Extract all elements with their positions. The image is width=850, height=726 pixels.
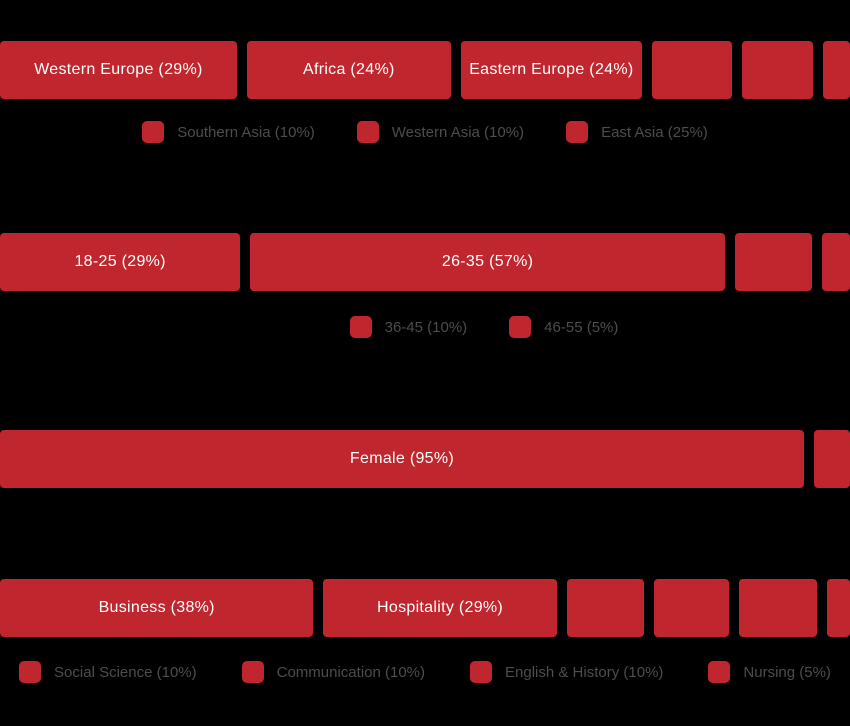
bar-segment: 26-35 (57%) (250, 233, 725, 291)
bar-segment (823, 41, 850, 99)
bar-segment-label: Female (95%) (349, 450, 454, 467)
legend-label: Southern Asia (10%) (177, 123, 315, 141)
region-bar: Western Europe (29%) Africa (24%) Easter… (0, 41, 850, 99)
gender-chart: Female (95%) (0, 430, 850, 488)
bar-segment-label: 18-25 (29%) (74, 253, 166, 270)
age-chart: 18-25 (29%) 26-35 (57%) 36-45 (10%) 46-5… (0, 233, 850, 338)
bar-segment-label: Business (38%) (98, 599, 215, 616)
legend-label: Communication (10%) (276, 663, 426, 681)
bar-segment (651, 41, 732, 99)
legend-label: 46-55 (5%) (544, 318, 619, 336)
bar-segment: Eastern Europe (24%) (460, 41, 642, 99)
bar-segment (821, 233, 850, 291)
legend-item: Southern Asia (10%) (142, 121, 315, 143)
legend-item: English & History (10%) (470, 661, 663, 683)
legend-swatch-icon (19, 661, 42, 683)
bar-segment (566, 579, 644, 637)
legend-item: Nursing (5%) (708, 661, 831, 683)
major-chart: Business (38%) Hospitality (29%) Social … (0, 579, 850, 683)
bar-segment-label: Hospitality (29%) (377, 599, 504, 616)
bar-segment: Western Europe (29%) (0, 41, 237, 99)
legend-item: 46-55 (5%) (509, 316, 618, 338)
age-legend: 36-45 (10%) 46-55 (5%) (59, 316, 850, 338)
legend-item: Social Science (10%) (19, 661, 197, 683)
legend-swatch-icon (241, 661, 264, 683)
legend-label: English & History (10%) (505, 663, 664, 681)
gender-bar: Female (95%) (0, 430, 850, 488)
legend-item: 36-45 (10%) (349, 316, 468, 338)
region-chart: Western Europe (29%) Africa (24%) Easter… (0, 41, 850, 143)
bar-segment-label: 26-35 (57%) (441, 253, 534, 270)
age-bar: 18-25 (29%) 26-35 (57%) (0, 233, 850, 291)
legend-swatch-icon (470, 661, 493, 683)
bar-segment: 18-25 (29%) (0, 233, 241, 291)
bar-segment (826, 579, 850, 637)
legend-swatch-icon (509, 316, 532, 338)
bar-segment (734, 233, 812, 291)
major-bar: Business (38%) Hospitality (29%) (0, 579, 850, 637)
bar-segment (653, 579, 729, 637)
bar-segment (813, 430, 850, 488)
legend-swatch-icon (142, 121, 165, 143)
legend-label: East Asia (25%) (601, 123, 708, 141)
legend-swatch-icon (349, 316, 372, 338)
legend-item: Communication (10%) (241, 661, 426, 683)
bar-segment-label: Eastern Europe (24%) (469, 61, 634, 78)
bar-segment (738, 579, 817, 637)
bar-segment: Female (95%) (0, 430, 804, 488)
bar-segment: Business (38%) (0, 579, 314, 637)
major-legend: Social Science (10%) Communication (10%)… (0, 661, 850, 683)
bar-segment: Africa (24%) (246, 41, 451, 99)
region-legend: Southern Asia (10%) Western Asia (10%) E… (0, 121, 850, 143)
survey-charts: Western Europe (29%) Africa (24%) Easter… (0, 41, 850, 683)
bar-segment (741, 41, 814, 99)
bar-segment-label: Africa (24%) (302, 61, 395, 78)
legend-swatch-icon (356, 121, 379, 143)
legend-label: Social Science (10%) (54, 663, 197, 681)
legend-item: Western Asia (10%) (356, 121, 525, 143)
legend-item: East Asia (25%) (566, 121, 708, 143)
legend-swatch-icon (566, 121, 589, 143)
legend-label: Western Asia (10%) (391, 123, 525, 141)
page: { "canvas": { "width": 850, "height": 68… (0, 41, 850, 726)
legend-label: 36-45 (10%) (384, 318, 468, 336)
legend-swatch-icon (708, 661, 731, 683)
bar-segment-label: Western Europe (29%) (34, 61, 203, 78)
legend-label: Nursing (5%) (743, 663, 831, 681)
bar-segment: Hospitality (29%) (323, 579, 557, 637)
